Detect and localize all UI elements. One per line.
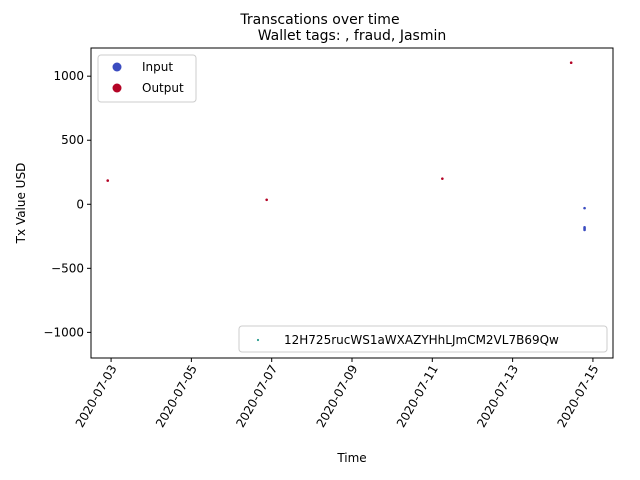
data-point-output <box>441 177 444 180</box>
data-point-output <box>569 61 573 65</box>
x-tick-label: 2020-07-15 <box>555 363 602 430</box>
plot-area: −1000 −500 0 500 1000 2020-07-03 2020-07-05 202… <box>43 54 608 430</box>
x-tick-label: 2020-07-13 <box>474 363 521 430</box>
x-tick-label: 2020-07-09 <box>314 363 361 430</box>
legend-box <box>238 325 608 353</box>
y-tick-label: −500 <box>51 261 84 275</box>
chart-suptitle: Transcations over time <box>239 12 399 28</box>
legend-marker <box>256 338 260 342</box>
x-tick-label: 2020-07-11 <box>394 363 441 430</box>
y-tick-label: 0 <box>76 197 84 211</box>
legend-label: 12H725rucWS1aWXAZYHhLJmCM2VL7B69Qw <box>284 333 559 347</box>
y-axis-label: Tx Value USD <box>14 163 28 245</box>
y-tick-label: −1000 <box>43 325 84 339</box>
legend-label: Input <box>142 60 173 74</box>
y-tick-label: 1000 <box>53 69 84 83</box>
data-point-input <box>583 228 586 232</box>
legend-marker <box>112 83 122 93</box>
data-point-output <box>106 179 110 182</box>
data-point-output <box>265 198 268 202</box>
x-axis-label: Time <box>336 451 366 465</box>
x-tick-label: 2020-07-05 <box>153 363 200 430</box>
legend-label: Output <box>142 81 184 95</box>
legend-marker <box>112 62 122 72</box>
plot-frame <box>90 47 614 359</box>
x-tick-label: 2020-07-03 <box>73 363 120 430</box>
y-tick-label: 500 <box>61 133 84 147</box>
legend-box <box>97 54 197 103</box>
data-point-input <box>583 206 586 210</box>
x-tick-label: 2020-07-07 <box>233 363 280 430</box>
chart-title: Wallet tags: , fraud, Jasmin <box>258 28 447 44</box>
